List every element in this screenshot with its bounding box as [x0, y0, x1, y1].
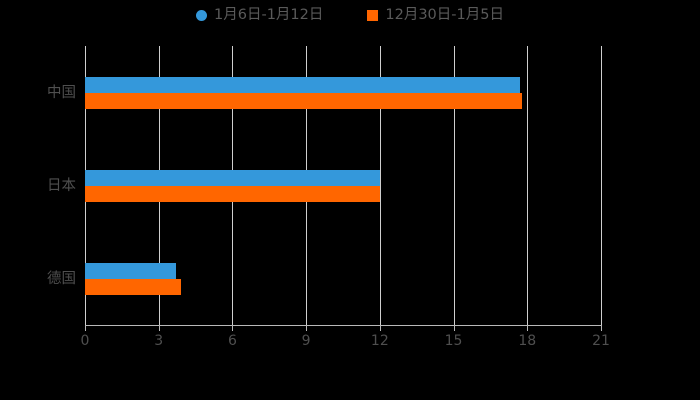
x-tick-mark-21	[601, 325, 602, 331]
x-tick-label-0: 0	[80, 333, 90, 349]
x-axis-line	[85, 325, 602, 326]
gridline-x-18	[527, 46, 529, 325]
x-tick-mark-0	[85, 325, 86, 331]
legend-label-series-1: 1月6日-1月12日	[214, 7, 324, 23]
circle-marker-icon	[196, 9, 208, 21]
bar-series-1-中国[interactable]	[85, 77, 520, 93]
gridline-x-21	[601, 46, 602, 325]
x-tick-label-18: 18	[518, 333, 537, 349]
gridline-x-15	[453, 46, 455, 325]
y-axis-label-德国: 德国	[47, 270, 76, 287]
gridline-x-12	[379, 46, 381, 325]
x-tick-mark-12	[379, 325, 381, 331]
bar-series-1-德国[interactable]	[85, 263, 176, 279]
legend-item-series-1[interactable]: 1月6日-1月12日	[196, 8, 323, 23]
square-marker-icon	[367, 9, 379, 21]
bar-series-2-中国[interactable]	[85, 93, 523, 109]
bar-series-2-德国[interactable]	[85, 279, 181, 295]
y-axis-labels: 中国 日本 德国	[0, 46, 76, 325]
x-tick-mark-18	[527, 325, 529, 331]
x-tick-label-12: 12	[370, 333, 389, 349]
bar-series-2-日本[interactable]	[85, 186, 380, 202]
x-tick-mark-9	[306, 325, 308, 331]
y-axis-label-日本: 日本	[47, 177, 76, 194]
x-tick-mark-15	[453, 325, 455, 331]
x-tick-label-6: 6	[227, 333, 237, 349]
x-tick-mark-6	[232, 325, 234, 331]
bar-series-1-日本[interactable]	[85, 170, 380, 186]
legend-label-series-2: 12月30日-1月5日	[385, 7, 504, 23]
x-tick-label-9: 9	[301, 333, 311, 349]
plot-area	[85, 46, 602, 325]
x-tick-mark-3	[158, 325, 160, 331]
y-axis-label-中国: 中国	[47, 84, 76, 101]
x-tick-label-3: 3	[154, 333, 164, 349]
x-tick-label-21: 21	[592, 333, 610, 349]
legend-item-series-2[interactable]: 12月30日-1月5日	[367, 8, 504, 23]
x-tick-label-15: 15	[444, 333, 463, 349]
chart-legend: 1月6日-1月12日 12月30日-1月5日	[0, 8, 700, 23]
